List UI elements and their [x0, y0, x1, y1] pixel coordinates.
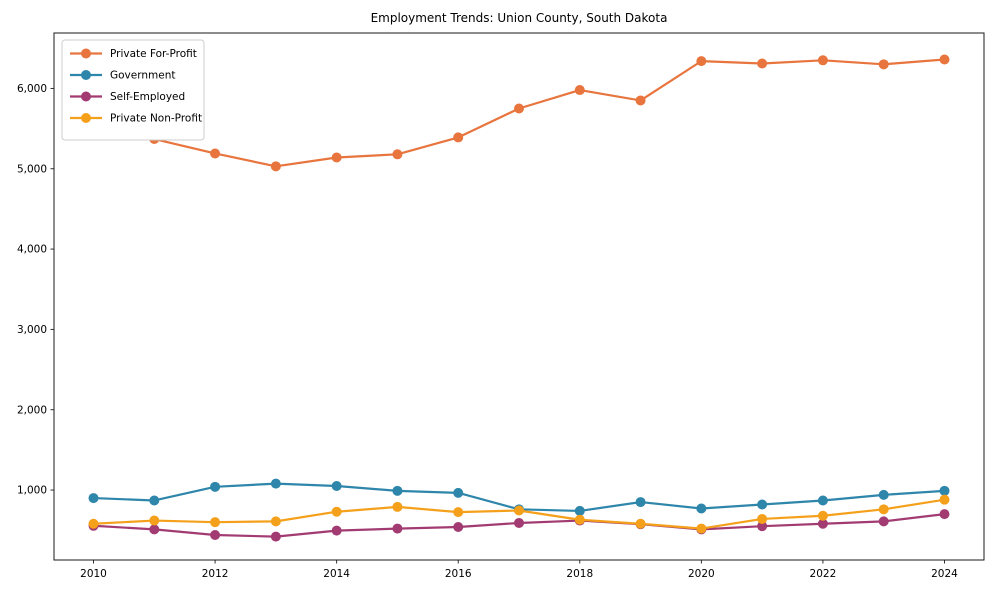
- data-point-marker: [696, 56, 707, 67]
- y-tick-label: 3,000: [17, 324, 47, 336]
- x-tick-label: 2014: [323, 568, 350, 580]
- data-point-marker: [757, 58, 768, 69]
- data-point-marker: [939, 509, 950, 520]
- data-point-marker: [939, 494, 950, 505]
- data-point-marker: [696, 503, 707, 514]
- data-point-marker: [453, 507, 464, 518]
- data-point-marker: [453, 487, 464, 498]
- legend-label-self-employed: Self-Employed: [110, 91, 185, 103]
- data-point-marker: [392, 149, 403, 160]
- legend: Private For-Profit Government Self-Employe…: [61, 39, 205, 141]
- x-axis: 2010 2012 2014 2016 2018 2020 2022 2024: [80, 560, 958, 580]
- data-point-marker: [270, 531, 281, 542]
- legend-marker-dot-private-non-profit: [81, 113, 91, 123]
- legend-marker-dot-private-for-profit: [81, 48, 91, 59]
- data-point-marker: [149, 515, 160, 526]
- data-point-marker: [210, 481, 221, 492]
- data-point-marker: [696, 523, 707, 534]
- data-point-marker: [453, 132, 464, 143]
- data-point-marker: [210, 530, 221, 541]
- data-point-marker: [149, 495, 160, 506]
- data-point-marker: [635, 518, 646, 529]
- legend-label-government: Government: [110, 70, 175, 82]
- data-point-marker: [331, 525, 342, 536]
- data-point-marker: [635, 497, 646, 508]
- data-point-marker: [817, 495, 828, 506]
- data-point-marker: [878, 59, 889, 70]
- data-point-marker: [878, 489, 889, 500]
- data-point-marker: [331, 481, 342, 492]
- y-tick-label: 1,000: [17, 485, 47, 497]
- data-point-marker: [757, 499, 768, 510]
- data-point-marker: [574, 85, 585, 96]
- x-tick-label: 2016: [445, 568, 472, 580]
- data-point-marker: [574, 514, 585, 525]
- data-point-marker: [331, 506, 342, 517]
- legend-marker-dot-self-employed: [81, 91, 91, 102]
- data-point-marker: [270, 516, 281, 527]
- x-tick-label: 2012: [202, 568, 229, 580]
- data-point-marker: [939, 54, 950, 65]
- data-point-marker: [149, 524, 160, 535]
- data-point-marker: [635, 95, 646, 106]
- legend-marker-dot-government: [81, 70, 91, 80]
- data-point-marker: [817, 518, 828, 529]
- legend-label-private-non-profit: Private Non-Profit: [110, 113, 202, 125]
- data-point-marker: [878, 516, 889, 527]
- x-tick-label: 2024: [931, 568, 958, 580]
- data-point-marker: [817, 55, 828, 66]
- data-point-marker: [392, 485, 403, 496]
- x-tick-label: 2018: [566, 568, 593, 580]
- data-point-marker: [331, 152, 342, 163]
- data-point-marker: [757, 513, 768, 524]
- y-tick-label: 5,000: [17, 163, 47, 175]
- data-point-marker: [514, 505, 524, 516]
- data-point-marker: [514, 517, 524, 528]
- legend-box: [61, 39, 205, 141]
- data-point-marker: [453, 521, 464, 532]
- data-point-marker: [514, 103, 524, 114]
- x-tick-label: 2010: [80, 568, 107, 580]
- data-point-marker: [270, 478, 281, 489]
- plot-border: [53, 32, 985, 561]
- data-point-marker: [88, 518, 99, 529]
- data-point-marker: [210, 517, 221, 528]
- y-tick-label: 2,000: [17, 404, 47, 416]
- y-axis: 1,000 2,000 3,000 4,000 5,000 6,000: [17, 83, 54, 497]
- data-point-marker: [270, 161, 281, 172]
- x-tick-label: 2022: [810, 568, 837, 580]
- data-point-marker: [817, 510, 828, 521]
- data-point-marker: [88, 493, 99, 504]
- data-point-marker: [939, 485, 950, 496]
- data-point-marker: [878, 504, 889, 515]
- data-point-marker: [574, 505, 585, 516]
- x-tick-label: 2020: [688, 568, 715, 580]
- y-tick-label: 6,000: [17, 83, 47, 95]
- data-point-marker: [210, 148, 221, 159]
- data-point-marker: [392, 501, 403, 512]
- data-point-marker: [757, 521, 768, 532]
- legend-label-private-for-profit: Private For-Profit: [110, 48, 197, 60]
- series-private-non-profit: [88, 494, 950, 534]
- chart-title: Employment Trends: Union County, South D…: [371, 11, 668, 25]
- y-tick-label: 4,000: [17, 244, 47, 256]
- series-private-for-profit: [88, 54, 950, 172]
- data-point-marker: [392, 523, 403, 534]
